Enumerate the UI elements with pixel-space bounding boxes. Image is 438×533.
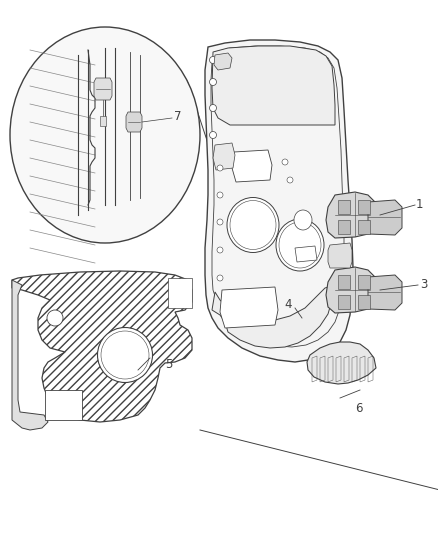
Polygon shape: [328, 243, 352, 268]
Circle shape: [287, 177, 293, 183]
Polygon shape: [338, 275, 350, 289]
Ellipse shape: [227, 198, 279, 253]
Text: 5: 5: [165, 359, 173, 372]
Polygon shape: [358, 200, 370, 214]
Circle shape: [217, 219, 223, 225]
Polygon shape: [358, 275, 370, 289]
Text: 7: 7: [174, 110, 181, 124]
Circle shape: [217, 275, 223, 281]
Polygon shape: [12, 280, 48, 430]
Polygon shape: [126, 112, 142, 132]
Polygon shape: [358, 220, 370, 234]
Circle shape: [209, 104, 216, 111]
Polygon shape: [205, 40, 353, 362]
Polygon shape: [326, 267, 378, 313]
Polygon shape: [220, 287, 278, 328]
Polygon shape: [368, 275, 402, 310]
Polygon shape: [100, 116, 106, 126]
Circle shape: [217, 247, 223, 253]
Polygon shape: [295, 246, 317, 262]
Polygon shape: [12, 271, 192, 422]
Ellipse shape: [10, 27, 200, 243]
Circle shape: [217, 192, 223, 198]
Text: 6: 6: [355, 401, 363, 415]
Circle shape: [217, 165, 223, 171]
Text: 3: 3: [420, 278, 427, 290]
Ellipse shape: [294, 210, 312, 230]
Polygon shape: [368, 200, 402, 235]
Polygon shape: [307, 342, 376, 384]
Circle shape: [209, 56, 216, 63]
Polygon shape: [338, 220, 350, 234]
Polygon shape: [338, 295, 350, 309]
Ellipse shape: [276, 219, 324, 271]
Polygon shape: [45, 390, 82, 420]
Polygon shape: [338, 200, 350, 214]
Circle shape: [209, 132, 216, 139]
Polygon shape: [212, 46, 335, 125]
Ellipse shape: [98, 327, 152, 383]
Polygon shape: [326, 192, 378, 238]
Circle shape: [282, 159, 288, 165]
Polygon shape: [214, 53, 232, 70]
Polygon shape: [358, 295, 370, 309]
Circle shape: [209, 78, 216, 85]
Circle shape: [47, 310, 63, 326]
Polygon shape: [94, 78, 112, 100]
Text: 1: 1: [416, 198, 424, 211]
Polygon shape: [168, 278, 192, 308]
Text: 4: 4: [285, 297, 292, 311]
Polygon shape: [232, 150, 272, 182]
Polygon shape: [212, 285, 334, 348]
Polygon shape: [213, 143, 235, 170]
